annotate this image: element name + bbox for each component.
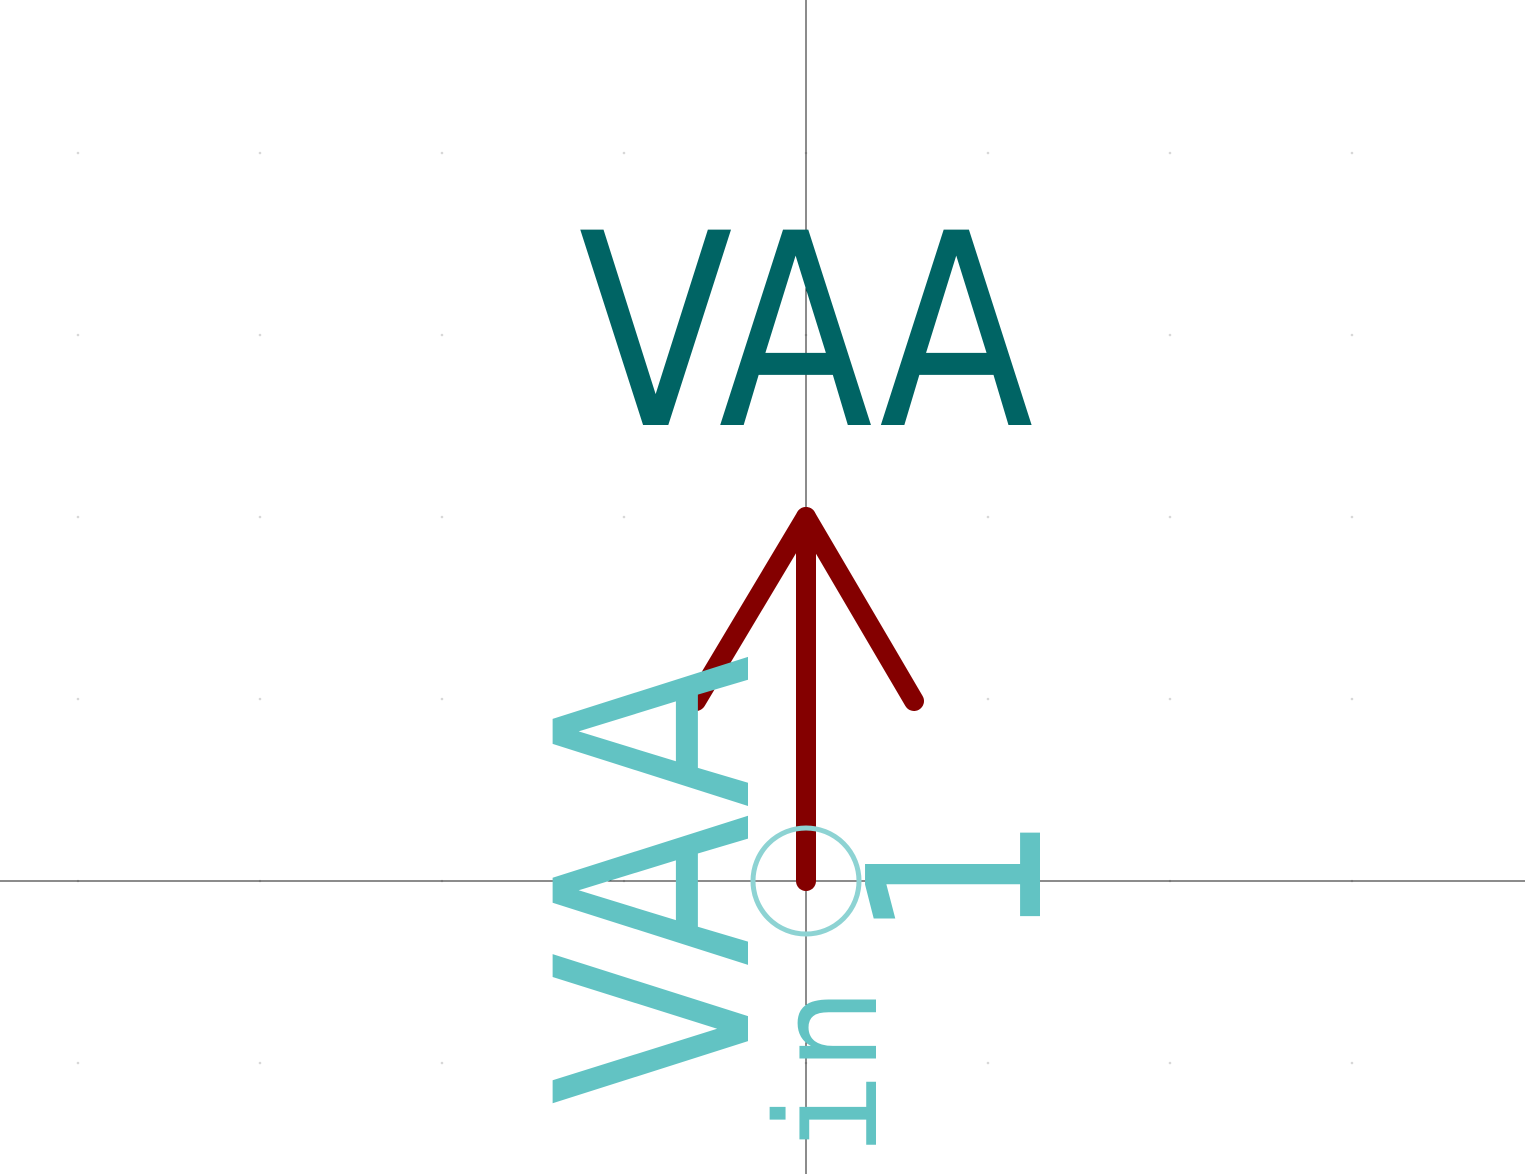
grid-dot: [1168, 515, 1172, 519]
pin-connection-circle[interactable]: [750, 825, 862, 937]
grid-dot: [1350, 697, 1354, 701]
grid-dot: [258, 697, 262, 701]
power-arrow-symbol[interactable]: [686, 507, 924, 891]
grid-dot: [1350, 1061, 1354, 1065]
grid-dot: [76, 697, 80, 701]
grid-dot: [440, 515, 444, 519]
power-arrow-head: [686, 507, 924, 711]
pin-type-label: in: [747, 987, 910, 1157]
grid-dot: [986, 151, 990, 155]
grid-dot: [622, 1061, 626, 1065]
grid-dot: [1350, 333, 1354, 337]
grid-dot: [76, 1061, 80, 1065]
grid-dot: [986, 515, 990, 519]
grid-dot: [1168, 697, 1172, 701]
grid-dot: [258, 333, 262, 337]
grid-dot: [986, 333, 990, 337]
grid-dot: [986, 697, 990, 701]
grid-dot: [622, 151, 626, 155]
grid-dot: [1168, 151, 1172, 155]
grid-dot: [1168, 333, 1172, 337]
grid-dot: [1168, 1061, 1172, 1065]
pin-name-label: VAA: [500, 654, 812, 1105]
grid-dot: [258, 151, 262, 155]
grid-dot: [1350, 515, 1354, 519]
grid-dot: [440, 697, 444, 701]
grid: [76, 151, 1354, 1065]
grid-dot: [622, 515, 626, 519]
grid-dot: [622, 697, 626, 701]
grid-dot: [440, 151, 444, 155]
grid-dot: [258, 1061, 262, 1065]
pin-number-label: 1: [817, 819, 1097, 944]
grid-dot: [440, 1061, 444, 1065]
grid-dot: [986, 1061, 990, 1065]
grid-dot: [76, 151, 80, 155]
grid-dot: [622, 333, 626, 337]
grid-dot: [440, 333, 444, 337]
grid-dot: [1350, 151, 1354, 155]
grid-dot: [258, 515, 262, 519]
value-label[interactable]: VAA: [579, 177, 1035, 489]
grid-dot: [76, 333, 80, 337]
grid-dot: [76, 515, 80, 519]
